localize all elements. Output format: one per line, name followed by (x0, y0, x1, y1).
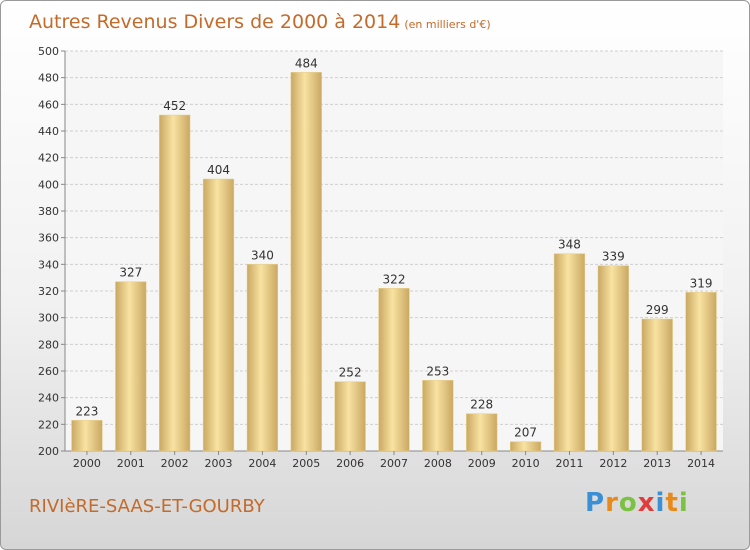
y-tick-label: 420 (38, 152, 59, 165)
title-unit: (en milliers d'€) (404, 18, 491, 31)
logo-letter: o (618, 488, 638, 518)
bar (641, 318, 673, 452)
title-text: Autres Revenus Divers de 2000 à 2014 (29, 11, 401, 33)
y-tick-label: 400 (38, 178, 59, 191)
bar-value-label: 340 (251, 248, 274, 262)
y-tick-label: 220 (38, 418, 59, 431)
bar-value-label: 348 (558, 238, 581, 252)
y-tick-label: 320 (38, 285, 59, 298)
proxiti-logo: Proxiti (585, 488, 689, 518)
bar (290, 72, 322, 452)
bar (202, 178, 235, 452)
bar (246, 264, 279, 452)
bar-value-label: 452 (163, 99, 186, 113)
bar-value-label: 319 (690, 276, 713, 290)
y-tick-label: 340 (38, 258, 59, 271)
bar (553, 253, 586, 452)
x-tick-label: 2000 (73, 457, 101, 470)
x-tick-label: 2011 (555, 457, 583, 470)
bar (685, 292, 717, 452)
logo-letter: t (665, 488, 679, 518)
x-tick-label: 2003 (205, 457, 233, 470)
bar-value-label: 299 (646, 303, 669, 317)
y-tick-label: 260 (38, 365, 59, 378)
y-tick-label: 240 (38, 392, 59, 405)
y-tick-label: 360 (38, 232, 59, 245)
bar-value-label: 253 (426, 364, 449, 378)
bar (159, 114, 191, 452)
y-tick-label: 200 (38, 445, 59, 458)
bar-value-label: 484 (295, 56, 318, 70)
bar (422, 380, 454, 452)
bar (466, 413, 498, 452)
logo-letter: P (585, 488, 606, 518)
y-tick-label: 460 (38, 98, 59, 111)
x-tick-label: 2004 (248, 457, 276, 470)
x-tick-label: 2006 (336, 457, 364, 470)
bar-value-label: 327 (119, 266, 142, 280)
y-tick-label: 440 (38, 125, 59, 138)
y-tick-label: 280 (38, 338, 59, 351)
logo-letter: x (637, 488, 656, 518)
x-tick-label: 2005 (292, 457, 320, 470)
bar-value-label: 207 (514, 426, 537, 440)
x-tick-label: 2013 (643, 457, 671, 470)
bar-value-label: 252 (339, 366, 362, 380)
bar-value-label: 339 (602, 250, 625, 264)
bar-value-label: 404 (207, 163, 230, 177)
bar (71, 420, 103, 452)
logo-letter: i (678, 488, 689, 518)
x-tick-label: 2010 (512, 457, 540, 470)
x-tick-label: 2002 (161, 457, 189, 470)
bar (378, 288, 410, 452)
x-tick-label: 2008 (424, 457, 452, 470)
bar (597, 265, 629, 452)
x-tick-label: 2014 (687, 457, 715, 470)
bar-value-label: 228 (470, 398, 493, 412)
bar (334, 381, 366, 452)
chart-title: Autres Revenus Divers de 2000 à 2014 (en … (29, 11, 491, 33)
y-tick-label: 500 (38, 45, 59, 58)
logo-letter: i (655, 488, 666, 518)
logo-letter: r (605, 488, 619, 518)
x-tick-label: 2001 (117, 457, 145, 470)
x-tick-label: 2007 (380, 457, 408, 470)
bar-value-label: 322 (383, 272, 406, 286)
y-tick-label: 380 (38, 205, 59, 218)
place-name: RIVIèRE-SAAS-ET-GOURBY (29, 496, 265, 517)
bar (509, 441, 542, 452)
y-tick-label: 480 (38, 72, 59, 85)
x-tick-label: 2009 (468, 457, 496, 470)
bar (115, 281, 147, 452)
y-tick-label: 300 (38, 312, 59, 325)
x-tick-label: 2012 (599, 457, 627, 470)
bar-value-label: 223 (75, 404, 98, 418)
